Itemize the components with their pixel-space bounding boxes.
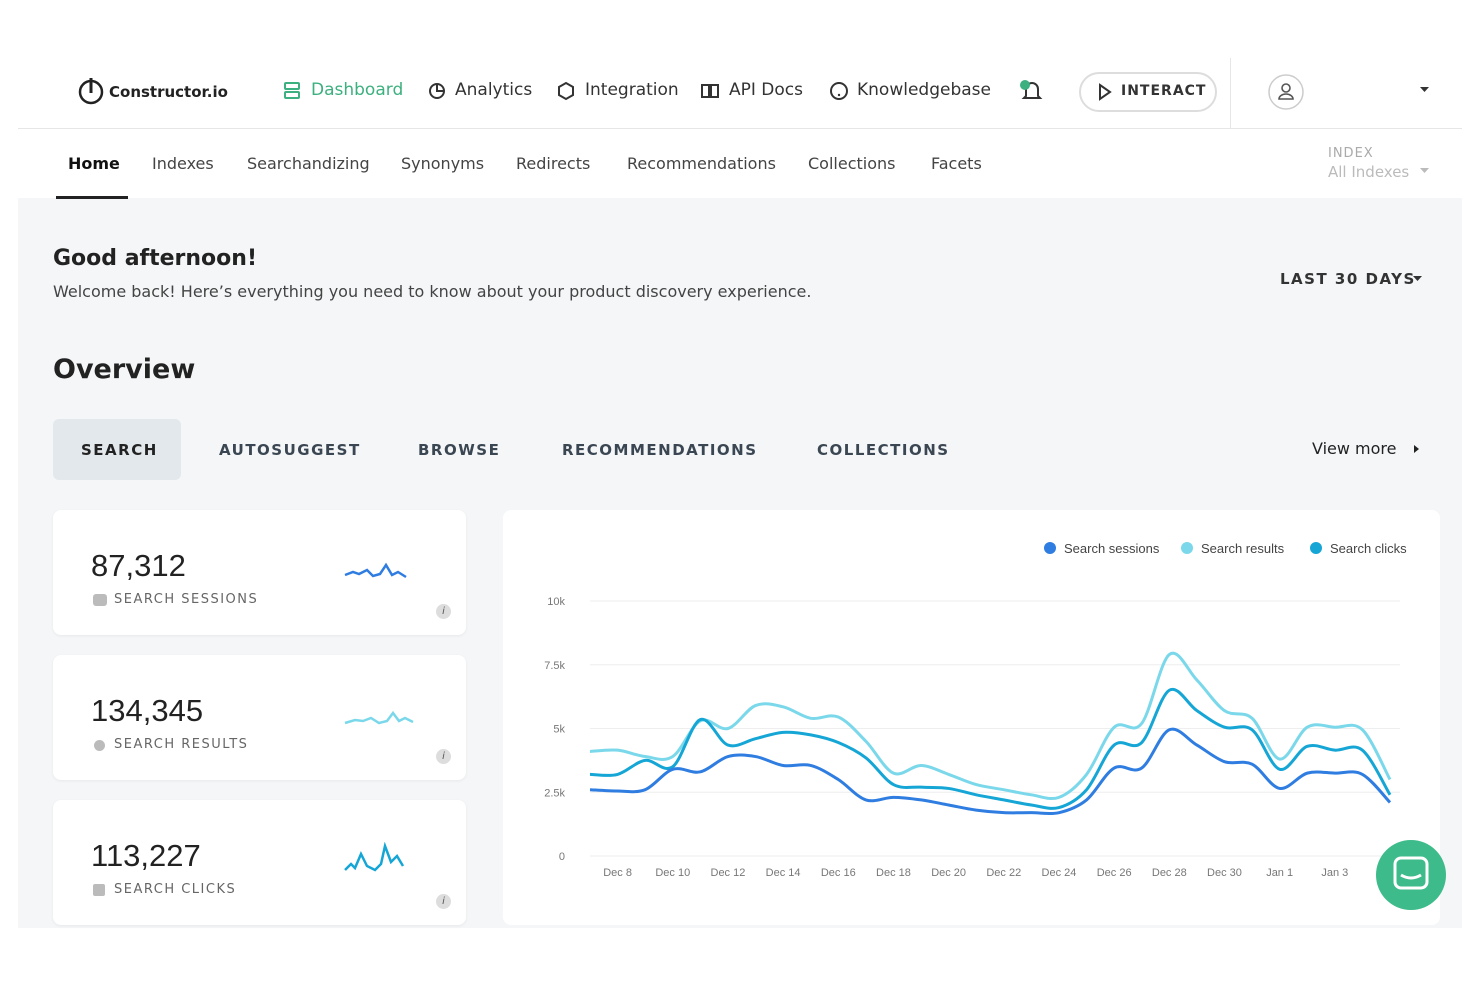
x-tick-label: Dec 28 [1152,867,1187,879]
nav-icon [830,82,848,100]
x-tick-label: Dec 24 [1042,867,1077,879]
view-more[interactable]: View more [1312,439,1397,458]
avatar[interactable] [1267,73,1305,111]
chat-button[interactable] [1375,839,1447,911]
greeting-subtitle: Welcome back! Here’s everything you need… [53,282,812,301]
index-label: INDEX [1328,146,1374,161]
nav-item[interactable]: API Docs [729,80,803,100]
x-tick-label: Dec 18 [876,867,911,879]
kpi-value: 87,312 [91,548,186,583]
nav-item[interactable]: Dashboard [311,80,404,100]
nav-item[interactable]: Analytics [455,80,533,100]
overview-tab[interactable]: BROWSE [418,441,501,459]
nav-item[interactable]: Knowledgebase [857,80,991,100]
date-range[interactable]: LAST 30 DAYS [1280,270,1416,288]
logo[interactable]: Constructor.io [109,83,228,101]
caret[interactable] [1418,85,1432,95]
nav-icon [558,81,574,101]
nav-icon [284,82,300,99]
y-tick-label: 0 [559,851,565,863]
sparkline [344,710,414,725]
notifications[interactable] [1017,78,1045,104]
y-tick-label: 10k [547,596,565,608]
kpi-icon [93,884,105,896]
legend-label: Search sessions [1064,541,1160,556]
info-icon[interactable]: i [436,749,451,764]
kpi-card: 113,227 SEARCH CLICKS i [53,800,466,925]
nav-icon [429,83,445,99]
caret[interactable] [1418,166,1432,176]
overview-tab[interactable]: COLLECTIONS [817,441,950,459]
arrow[interactable] [1412,443,1422,455]
kpi-label: SEARCH CLICKS [114,882,237,897]
x-tick-label: Dec 22 [986,867,1021,879]
subnav-tab[interactable]: Collections [808,154,896,173]
subnav-tab[interactable]: Home [68,154,120,173]
chart: 0 2.5k 5k 7.5k 10k Dec 8 Dec 10 Dec 12 Dec 14 Dec… [503,510,1440,925]
kpi-card: 87,312 SEARCH SESSIONS i [53,510,466,635]
info-icon[interactable]: i [436,894,451,909]
interact-label[interactable]: INTERACT [1121,83,1207,99]
subnav-tab[interactable]: Searchandizing [247,154,370,173]
legend-dot [1181,542,1193,554]
sparkline [344,842,405,872]
y-tick-label: 5k [553,724,565,736]
x-tick-label: Dec 12 [711,867,746,879]
x-tick-label: Dec 26 [1097,867,1132,879]
greeting: Good afternoon! [53,246,257,271]
legend-label: Search results [1201,541,1285,556]
kpi-label: SEARCH RESULTS [114,737,249,752]
x-tick-label: Dec 8 [603,867,632,879]
kpi-card: 134,345 SEARCH RESULTS i [53,655,466,780]
x-tick-label: Dec 14 [766,867,801,879]
series-line [589,687,1392,810]
index-select[interactable]: All Indexes [1328,163,1410,181]
divider [18,128,1462,129]
subnav-tab[interactable]: Indexes [152,154,214,173]
x-tick-label: Dec 16 [821,867,856,879]
kpi-icon [94,740,105,751]
overview-tab[interactable]: AUTOSUGGEST [219,441,361,459]
x-tick-label: Dec 10 [655,867,690,879]
x-tick-label: Jan 3 [1321,867,1348,879]
overview-title: Overview [53,354,196,385]
active-underline [56,196,128,199]
logo-icon [78,78,104,105]
legend-label: Search clicks [1330,541,1407,556]
nav-item[interactable]: Integration [585,80,679,100]
x-tick-label: Jan 1 [1266,867,1293,879]
divider [1230,58,1231,128]
legend-dot [1310,542,1322,554]
subnav-tab[interactable]: Facets [931,154,982,173]
y-tick-label: 2.5k [544,787,565,799]
overview-tab[interactable]: RECOMMENDATIONS [562,441,758,459]
kpi-label: SEARCH SESSIONS [114,592,259,607]
overview-tab[interactable]: SEARCH [81,441,158,459]
nav-icon [701,84,719,98]
caret[interactable] [1411,274,1425,284]
kpi-icon [93,594,107,606]
legend-dot [1044,542,1056,554]
active-tab-bg [53,419,181,480]
series-line [589,727,1392,816]
interact-button[interactable] [1079,72,1217,112]
info-icon[interactable]: i [436,604,451,619]
kpi-value: 113,227 [91,838,201,873]
y-tick-label: 7.5k [544,660,565,672]
x-tick-label: Dec 30 [1207,867,1242,879]
series-line [589,651,1392,801]
play-icon [1099,83,1112,101]
subnav-tab[interactable]: Redirects [516,154,591,173]
sparkline [344,562,407,579]
subnav-tab[interactable]: Synonyms [401,154,485,173]
kpi-value: 134,345 [91,693,204,728]
x-tick-label: Dec 20 [931,867,966,879]
subnav-tab[interactable]: Recommendations [627,154,776,173]
